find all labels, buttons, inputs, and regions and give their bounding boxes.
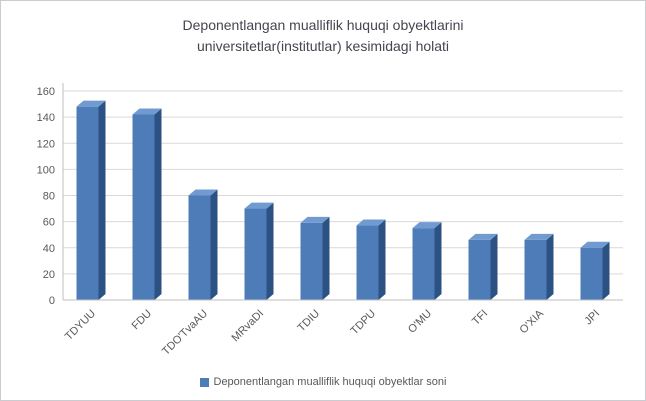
- bar: [300, 222, 323, 300]
- x-tick-label: TDPU: [348, 308, 378, 338]
- y-tick-label: 40: [43, 243, 55, 255]
- y-tick-label: 80: [43, 191, 55, 203]
- x-tick-label: TDYUU: [63, 308, 98, 343]
- bar-top-face: [412, 222, 442, 229]
- bar-top-face: [244, 202, 274, 209]
- bar: [188, 195, 211, 300]
- bar-side-face: [434, 222, 442, 300]
- y-tick-label: 120: [37, 138, 55, 150]
- bar: [244, 208, 267, 300]
- bar-top-face: [468, 233, 498, 240]
- x-tick-label: MRvaDI: [230, 308, 267, 345]
- bar-top-face: [580, 241, 610, 248]
- bar-top-face: [132, 108, 162, 115]
- bar: [412, 228, 435, 300]
- x-tick-label: O'MU: [406, 308, 434, 336]
- y-tick-label: 20: [43, 269, 55, 281]
- bar: [468, 239, 491, 300]
- bar-side-face: [266, 202, 274, 300]
- x-tick-label: TDIU: [295, 308, 322, 335]
- bar-side-face: [322, 216, 330, 300]
- x-tick-label: TFI: [470, 308, 490, 328]
- bar: [76, 106, 99, 300]
- legend: Deponentlangan mualliflik huquqi obyektl…: [1, 376, 645, 388]
- x-tick-label: O'XIA: [518, 307, 547, 336]
- bar-top-face: [76, 100, 106, 107]
- bar-side-face: [154, 108, 162, 300]
- bar-top-face: [188, 189, 218, 196]
- chart-title-line2: universitetlar(institutlar) kesimidagi h…: [196, 38, 450, 54]
- chart-title: Deponentlangan mualliflik huquqi obyektl…: [1, 15, 645, 57]
- legend-marker-icon: [199, 377, 209, 387]
- bar: [524, 239, 547, 300]
- bar-side-face: [602, 241, 610, 300]
- y-tick-label: 160: [37, 86, 55, 98]
- bar-side-face: [210, 189, 218, 300]
- chart-title-line1: Deponentlangan mualliflik huquqi obyektl…: [182, 17, 464, 33]
- bar: [356, 225, 379, 300]
- x-tick-label: TDO'TvaAU: [160, 308, 210, 358]
- bar-side-face: [98, 100, 106, 300]
- y-tick-label: 100: [37, 164, 55, 176]
- bar-side-face: [546, 233, 554, 300]
- bar-top-face: [300, 216, 330, 223]
- bar: [132, 114, 155, 300]
- bar-side-face: [490, 233, 498, 300]
- x-tick-label: FDU: [130, 308, 155, 333]
- bar-side-face: [378, 219, 386, 300]
- bar-top-face: [356, 219, 386, 226]
- bar: [580, 247, 603, 300]
- bar-top-face: [524, 233, 554, 240]
- x-tick-label: JPI: [582, 308, 602, 328]
- y-tick-label: 0: [49, 295, 55, 307]
- y-tick-label: 140: [37, 112, 55, 124]
- legend-label: Deponentlangan mualliflik huquqi obyektl…: [213, 376, 447, 388]
- y-tick-label: 60: [43, 217, 55, 229]
